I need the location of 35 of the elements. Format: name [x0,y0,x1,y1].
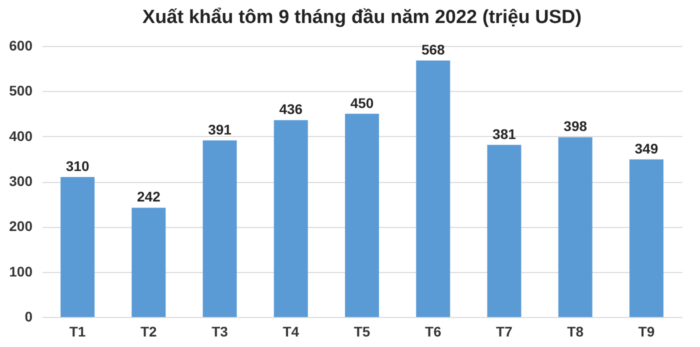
y-tick-label: 300 [9,173,33,189]
y-tick-label: 400 [9,128,33,144]
data-label: 381 [492,126,516,142]
bar [558,137,592,317]
x-tick-label: T3 [212,324,228,340]
x-tick-label: T2 [140,324,158,340]
data-label: 568 [421,41,446,58]
x-tick-label: T9 [638,324,655,340]
bar [132,208,166,317]
y-tick-label: 100 [9,263,33,280]
data-label: 242 [136,188,161,205]
bar [416,60,450,317]
bar [629,159,664,317]
bar [274,120,308,317]
bar [487,144,522,317]
x-tick-label: T1 [69,324,86,340]
y-tick-label: 200 [9,218,33,234]
data-label: 398 [564,118,588,134]
y-tick-label: 500 [9,82,33,99]
data-label: 436 [279,101,303,118]
data-label: 349 [634,140,658,156]
data-label: 450 [350,94,374,111]
bar [202,140,237,317]
x-tick-label: T8 [567,324,584,340]
bar [60,176,95,317]
x-tick-label: T5 [354,324,370,340]
bar [345,114,379,317]
data-label: 310 [66,158,90,174]
y-tick-label: 0 [24,308,33,324]
x-tick-label: T4 [282,324,300,340]
x-tick-label: T7 [496,324,513,340]
y-tick-label: 600 [9,38,33,54]
x-tick-label: T6 [424,324,442,340]
chart-title: Xuất khẩu tôm 9 tháng đầu năm 2022 (triệu USD) [142,7,582,28]
data-label: 391 [208,121,232,138]
